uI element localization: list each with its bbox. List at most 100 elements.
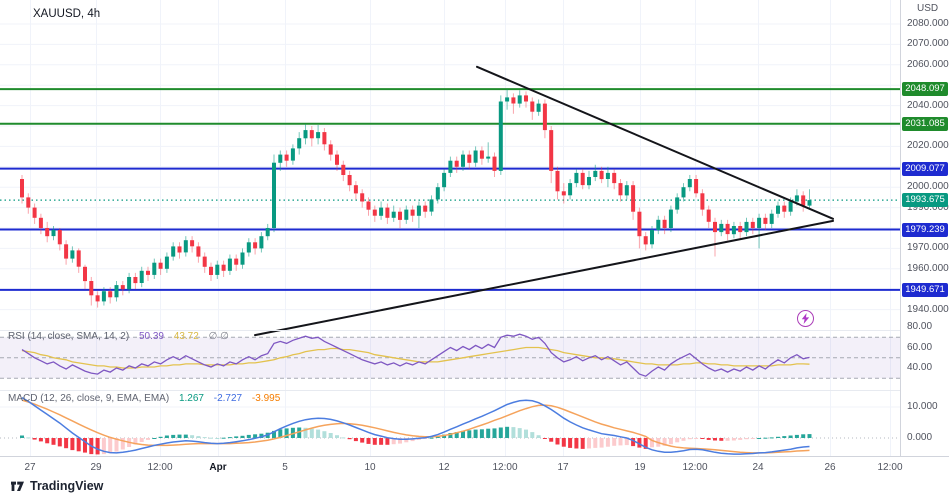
candle xyxy=(265,228,270,237)
candle xyxy=(240,252,245,265)
tradingview-mark-icon xyxy=(11,481,24,491)
time-tick-label: 19 xyxy=(634,462,646,473)
time-tick-label: 5 xyxy=(282,462,288,473)
price-tick-label: 1940.000 xyxy=(907,303,949,315)
level-badge-2031.085: 2031.085 xyxy=(902,116,948,131)
candle xyxy=(763,217,768,224)
candle xyxy=(108,291,113,298)
rsi-value: 50.39 xyxy=(138,331,164,342)
candle xyxy=(391,211,396,218)
descending-trendline xyxy=(476,65,834,220)
candle xyxy=(51,230,56,237)
time-axis[interactable]: 27 29 12:00 Apr 5 10 12 12:00 17 19 12:00 24 26 12:00 xyxy=(0,456,949,477)
candle xyxy=(114,285,119,298)
level-badge-2009.077: 2009.077 xyxy=(902,161,948,176)
rsi-legend[interactable]: RSI (14, close, SMA, 14, 2) 50.39 43.72 … xyxy=(8,331,229,342)
price-tick-label: 2000.000 xyxy=(907,181,949,193)
candle xyxy=(448,160,453,173)
rsi-tick-label: 80.00 xyxy=(907,321,933,332)
candle xyxy=(272,162,276,228)
candle xyxy=(435,187,440,200)
candle xyxy=(524,95,528,102)
symbol-title[interactable]: XAUUSD, 4h xyxy=(33,8,101,20)
candle xyxy=(750,221,755,228)
candle xyxy=(782,205,787,212)
candle xyxy=(719,223,724,233)
time-tick-label: 12:00 xyxy=(147,462,173,473)
candle xyxy=(738,226,743,233)
candle xyxy=(599,170,604,180)
candle xyxy=(209,266,213,275)
candle xyxy=(706,209,711,222)
candle xyxy=(731,226,736,235)
candle xyxy=(366,201,371,210)
candle xyxy=(807,200,812,206)
macd-line-value: -2.727 xyxy=(213,393,243,404)
candle xyxy=(335,154,339,165)
time-tick-label: 27 xyxy=(24,462,36,473)
candle xyxy=(322,132,327,145)
price-axis[interactable]: USD 2080.000 2070.000 2060.000 2040.000 2020… xyxy=(900,0,949,456)
candle xyxy=(580,172,585,186)
rsi-band xyxy=(0,336,900,379)
grid-lines xyxy=(0,0,900,456)
candle xyxy=(139,270,144,283)
candle xyxy=(429,199,434,212)
candle xyxy=(549,130,554,171)
candle xyxy=(593,170,598,177)
macd-legend[interactable]: MACD (12, 26, close, 9, EMA, EMA) 1.267 … xyxy=(8,393,280,404)
candle xyxy=(70,250,75,259)
macd-tick-label: 10.000 xyxy=(907,401,938,412)
macd-hist-value: 1.267 xyxy=(178,393,204,404)
rsi-tick-label: 60.00 xyxy=(907,341,933,353)
candle xyxy=(568,183,573,196)
candle xyxy=(290,148,295,161)
candle xyxy=(410,209,415,216)
candle xyxy=(687,179,692,188)
candle xyxy=(467,154,472,163)
macd-main-line[interactable] xyxy=(21,397,810,455)
candle xyxy=(328,144,333,155)
rsi-sma-line[interactable] xyxy=(21,346,810,369)
lightning-bolt-icon xyxy=(801,313,810,324)
candle xyxy=(152,262,157,275)
rsi-line[interactable] xyxy=(21,333,810,377)
price-tick-label: 1960.000 xyxy=(907,262,949,274)
price-tick-label: 1990.000 xyxy=(907,201,949,213)
level-badge-1979.239: 1979.239 xyxy=(902,222,948,237)
candle xyxy=(32,207,37,218)
level-badge-2048.097: 2048.097 xyxy=(902,82,948,97)
boost-lightning-icon[interactable] xyxy=(797,310,814,327)
candle xyxy=(605,172,610,179)
candle xyxy=(45,228,50,237)
candle xyxy=(517,95,522,104)
candle xyxy=(542,103,547,131)
candle xyxy=(713,221,717,233)
candle xyxy=(259,236,264,249)
tradingview-logo[interactable]: TradingView xyxy=(10,479,103,493)
ascending-trendline xyxy=(254,219,834,337)
price-level-lines[interactable] xyxy=(0,88,900,291)
price-tick-label: 2040.000 xyxy=(907,99,949,111)
trendlines[interactable] xyxy=(254,65,834,337)
candle xyxy=(681,187,686,198)
candle xyxy=(486,156,491,159)
candle xyxy=(675,197,680,210)
candle xyxy=(643,236,648,245)
candle xyxy=(461,154,465,167)
candlestick-series[interactable] xyxy=(20,89,812,308)
chart-canvas[interactable] xyxy=(0,0,900,456)
candle xyxy=(744,221,749,233)
time-tick-label: 17 xyxy=(557,462,569,473)
time-tick-label: 10 xyxy=(364,462,376,473)
macd-signal-line[interactable] xyxy=(21,399,810,454)
candle xyxy=(612,172,617,184)
candle xyxy=(511,97,516,104)
candle xyxy=(769,213,774,224)
candle xyxy=(26,197,31,208)
candle xyxy=(385,207,390,218)
candle xyxy=(700,193,705,210)
candle xyxy=(776,205,780,214)
time-tick-label: 24 xyxy=(752,462,764,473)
